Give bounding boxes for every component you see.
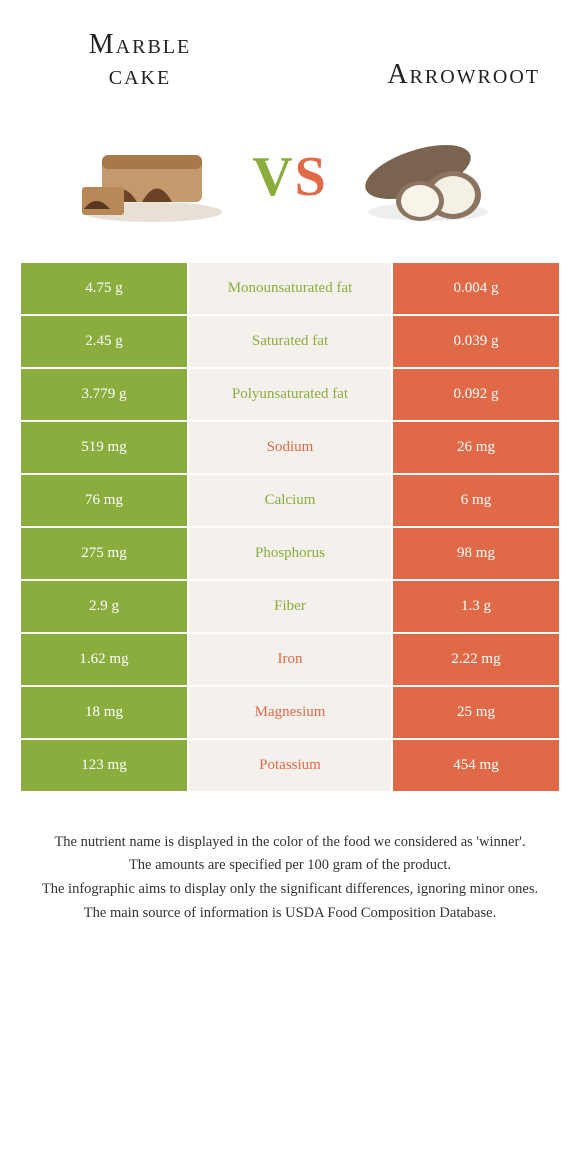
nutrient-label: Iron: [188, 633, 392, 686]
vs-label: VS: [252, 145, 328, 209]
food-title-right: Arrowroot: [300, 30, 540, 91]
table-row: 2.9 gFiber1.3 g: [20, 580, 560, 633]
left-value: 2.45 g: [20, 315, 188, 368]
left-value: 18 mg: [20, 686, 188, 739]
nutrient-label: Polyunsaturated fat: [188, 368, 392, 421]
right-value: 26 mg: [392, 421, 560, 474]
right-value: 454 mg: [392, 739, 560, 792]
left-value: 76 mg: [20, 474, 188, 527]
footer-line: The nutrient name is displayed in the co…: [30, 832, 550, 854]
right-value: 1.3 g: [392, 580, 560, 633]
left-value: 275 mg: [20, 527, 188, 580]
food-image-left: [72, 122, 232, 232]
vs-v: V: [252, 146, 294, 208]
left-value: 1.62 mg: [20, 633, 188, 686]
table-row: 4.75 gMonounsaturated fat0.004 g: [20, 262, 560, 315]
table-row: 18 mgMagnesium25 mg: [20, 686, 560, 739]
left-value: 519 mg: [20, 421, 188, 474]
table-row: 2.45 gSaturated fat0.039 g: [20, 315, 560, 368]
right-value: 0.004 g: [392, 262, 560, 315]
footer-notes: The nutrient name is displayed in the co…: [0, 792, 580, 925]
right-value: 2.22 mg: [392, 633, 560, 686]
table-row: 123 mgPotassium454 mg: [20, 739, 560, 792]
nutrient-label: Saturated fat: [188, 315, 392, 368]
food-title-left: Marble cake: [40, 30, 240, 92]
food-image-right: [348, 122, 508, 232]
nutrient-label: Magnesium: [188, 686, 392, 739]
footer-line: The main source of information is USDA F…: [30, 903, 550, 925]
food-title-left-line2: cake: [109, 60, 171, 91]
food-title-left-line1: Marble: [89, 29, 191, 60]
header: Marble cake Arrowroot: [0, 0, 580, 102]
vs-row: VS: [0, 102, 580, 262]
nutrient-label: Fiber: [188, 580, 392, 633]
right-value: 0.092 g: [392, 368, 560, 421]
nutrient-label: Monounsaturated fat: [188, 262, 392, 315]
footer-line: The infographic aims to display only the…: [30, 879, 550, 901]
nutrient-label: Potassium: [188, 739, 392, 792]
left-value: 4.75 g: [20, 262, 188, 315]
table-row: 76 mgCalcium6 mg: [20, 474, 560, 527]
right-value: 98 mg: [392, 527, 560, 580]
nutrient-table: 4.75 gMonounsaturated fat0.004 g2.45 gSa…: [20, 262, 560, 792]
vs-s: S: [295, 146, 328, 208]
right-value: 25 mg: [392, 686, 560, 739]
footer-line: The amounts are specified per 100 gram o…: [30, 855, 550, 877]
right-value: 0.039 g: [392, 315, 560, 368]
nutrient-label: Calcium: [188, 474, 392, 527]
table-row: 3.779 gPolyunsaturated fat0.092 g: [20, 368, 560, 421]
left-value: 123 mg: [20, 739, 188, 792]
right-value: 6 mg: [392, 474, 560, 527]
table-row: 275 mgPhosphorus98 mg: [20, 527, 560, 580]
table-row: 1.62 mgIron2.22 mg: [20, 633, 560, 686]
nutrient-label: Phosphorus: [188, 527, 392, 580]
left-value: 3.779 g: [20, 368, 188, 421]
table-row: 519 mgSodium26 mg: [20, 421, 560, 474]
nutrient-label: Sodium: [188, 421, 392, 474]
left-value: 2.9 g: [20, 580, 188, 633]
